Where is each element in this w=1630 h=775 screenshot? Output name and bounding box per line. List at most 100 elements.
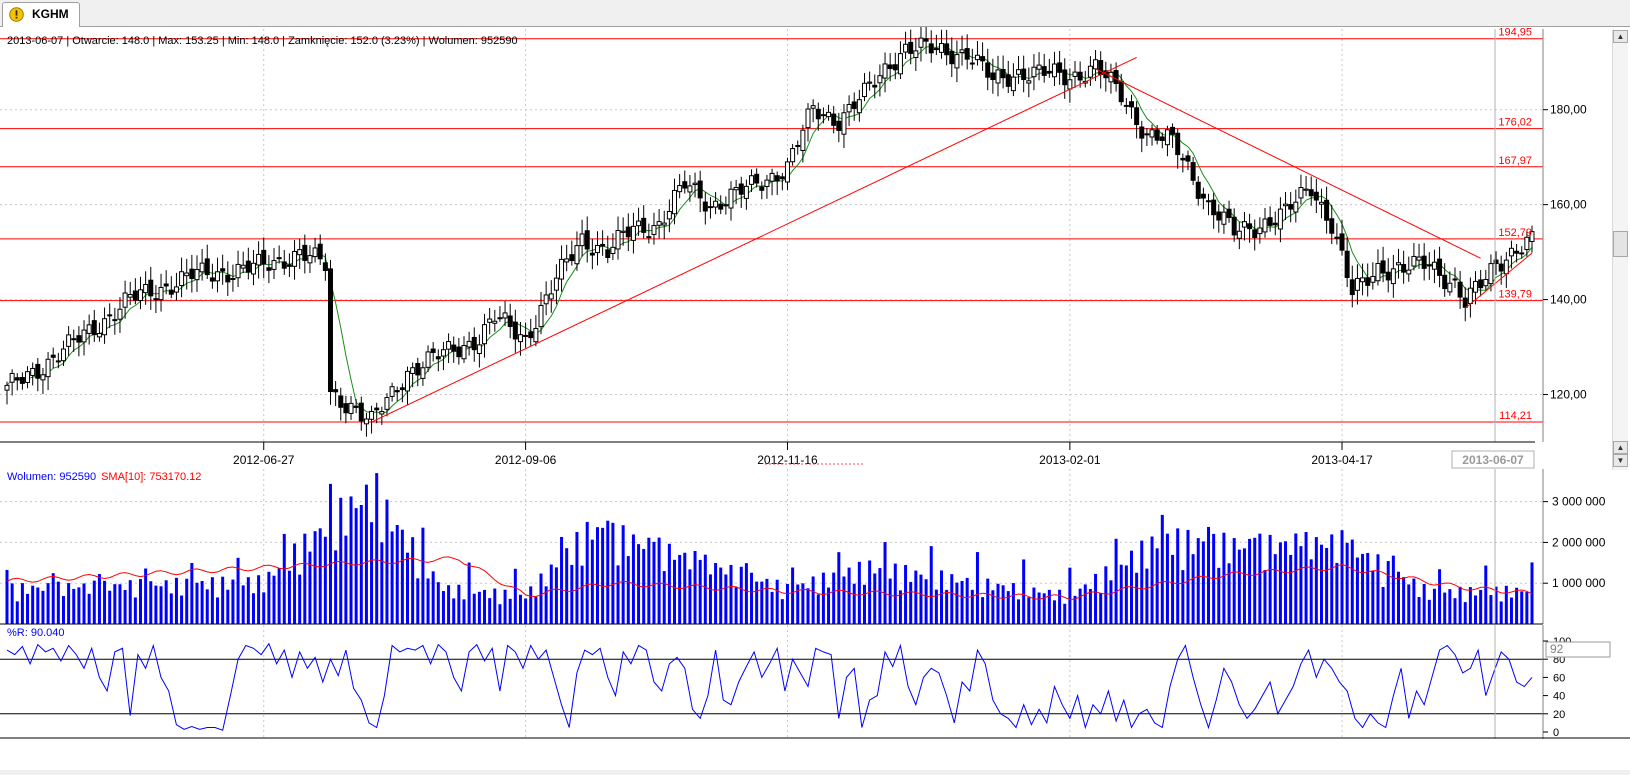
candle-body <box>153 298 159 301</box>
candle-body <box>1503 259 1509 275</box>
candle-body <box>143 283 149 294</box>
candle-body <box>682 181 688 189</box>
candle <box>779 172 785 191</box>
candle-body <box>923 38 929 42</box>
chart-area[interactable]: 120,00 140,00 160,00 180,00 194,95 176,02 167… <box>0 24 1630 770</box>
volume-bar <box>832 572 836 624</box>
scroll-up-button-lower[interactable]: ▲ <box>1613 441 1628 454</box>
candle-body <box>1139 126 1145 139</box>
candle-body <box>497 317 503 320</box>
volume-bar <box>898 590 902 624</box>
volume-bar <box>1114 538 1118 624</box>
candle-body <box>482 324 488 345</box>
candle-body <box>790 148 796 163</box>
volume-bar <box>621 525 625 624</box>
volume-bar <box>955 582 959 624</box>
candle <box>112 307 118 335</box>
tab-kghm[interactable]: KGHM <box>2 2 80 27</box>
volume-bar <box>308 551 312 624</box>
candle-body <box>918 37 924 48</box>
candle <box>815 102 821 131</box>
volume-bar <box>498 604 502 624</box>
volume-bar <box>1248 538 1252 624</box>
candle <box>66 326 72 356</box>
candle-body <box>1329 218 1335 234</box>
volume-bar <box>508 598 512 624</box>
candle-body <box>533 327 539 343</box>
volume-bar <box>1330 534 1334 624</box>
candle-body <box>1190 162 1196 181</box>
volume-bar <box>236 557 240 624</box>
candle <box>322 253 328 281</box>
scroll-down-button[interactable]: ▼ <box>1613 454 1628 467</box>
candle-body <box>1411 255 1417 267</box>
candle-body <box>949 50 955 65</box>
candle-body <box>800 129 806 152</box>
candle <box>636 207 642 236</box>
candle-body <box>1041 66 1047 76</box>
candle <box>1452 267 1458 289</box>
volume-bars <box>5 473 1534 624</box>
candle-body <box>1288 204 1294 210</box>
candle-body <box>1175 132 1181 156</box>
volume-bar <box>827 587 831 624</box>
price-panel: 120,00 140,00 160,00 180,00 194,95 176,02 167… <box>0 24 1587 738</box>
volume-bar <box>1294 533 1298 624</box>
volume-bar <box>904 565 908 624</box>
volume-bar <box>765 578 769 624</box>
candle <box>138 276 144 310</box>
volume-bar <box>940 570 944 624</box>
scroll-up-button[interactable]: ▲ <box>1613 30 1628 43</box>
volume-bar <box>862 584 866 624</box>
candle <box>1159 132 1165 149</box>
volume-bar <box>262 592 266 624</box>
candle <box>1010 63 1016 97</box>
candle <box>466 331 472 356</box>
candle <box>1016 56 1022 84</box>
volume-bar <box>1284 541 1288 624</box>
candle-body <box>415 363 421 376</box>
candle <box>425 345 431 372</box>
candle <box>1401 250 1407 284</box>
volume-bar <box>318 528 322 624</box>
candle-body <box>322 262 328 272</box>
candle-body <box>718 203 724 210</box>
candle-body <box>194 269 200 281</box>
candle-body <box>836 120 842 131</box>
candle-body <box>19 377 25 384</box>
candle-body <box>630 225 636 241</box>
candle <box>980 42 986 71</box>
candle <box>1077 61 1083 88</box>
candle <box>153 285 159 314</box>
scroll-thumb[interactable] <box>1613 231 1628 257</box>
candle-body <box>605 249 611 258</box>
volume-bar <box>1509 597 1513 624</box>
volume-bar <box>1504 585 1508 624</box>
chart-canvas[interactable]: 120,00 140,00 160,00 180,00 194,95 176,02 167… <box>0 24 1630 770</box>
candle <box>220 254 226 285</box>
candle-body <box>420 367 426 379</box>
candle-body <box>230 277 236 280</box>
volume-bar <box>1361 553 1365 624</box>
volume-bar <box>637 544 641 624</box>
candle-body <box>297 249 303 256</box>
candle-body <box>1154 129 1160 141</box>
volume-bar <box>1396 571 1400 624</box>
candle-body <box>1298 187 1304 199</box>
candle-body <box>1324 199 1330 221</box>
candle-body <box>1206 200 1212 203</box>
candle <box>1180 153 1186 173</box>
price-scrollbar[interactable]: ▲ ▲ ▼ <box>1612 30 1628 470</box>
candle <box>754 168 760 188</box>
candle-body <box>1267 217 1273 226</box>
candle-body <box>302 244 308 261</box>
candle <box>1231 208 1237 242</box>
candle <box>1380 246 1386 283</box>
volume-bar <box>169 593 173 624</box>
candle-body <box>91 320 97 336</box>
volume-bar <box>1325 547 1329 624</box>
volume-bar <box>1525 592 1529 624</box>
candle <box>1247 213 1253 243</box>
candle <box>851 92 857 121</box>
candle <box>1457 270 1463 309</box>
